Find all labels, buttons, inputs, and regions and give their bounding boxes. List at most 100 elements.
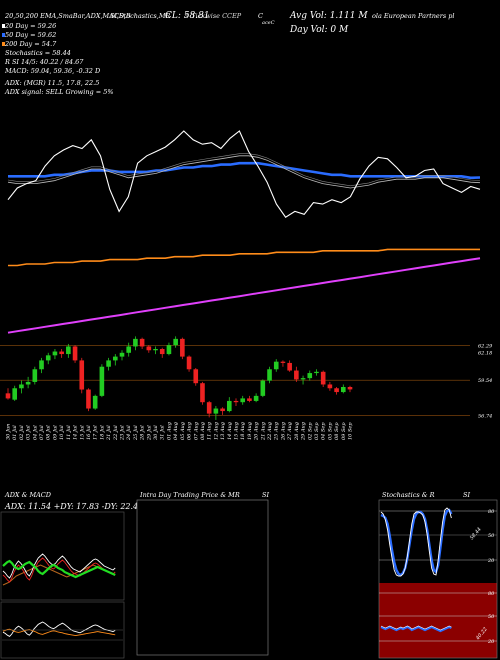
indicator-list-2: SI,Stochastics,MR — [110, 12, 171, 20]
x-tick-label: 25 Aug — [274, 422, 280, 441]
x-tick-label: 21 Aug — [260, 422, 266, 441]
candle-body — [300, 378, 306, 380]
rsi-level-label: 20 — [487, 639, 495, 645]
legend-ema200-swatch — [2, 42, 5, 46]
candle-body — [314, 371, 319, 374]
stoch-panel-border — [378, 499, 498, 659]
x-tick-label: 22 Aug — [267, 422, 273, 441]
x-tick-label: 13 Aug — [220, 422, 226, 440]
x-tick-label: 20 Aug — [254, 422, 260, 441]
stoch-level-label: 50 — [488, 533, 495, 539]
candle-body — [139, 338, 145, 347]
candle-body — [213, 408, 219, 414]
x-tick-label: 29 Aug — [301, 422, 307, 441]
ema200-line — [8, 248, 480, 267]
candle-body — [247, 398, 252, 401]
x-tick-label: 03 Jul — [26, 425, 32, 440]
x-tick-label: 24 Jul — [126, 425, 132, 441]
candle-body — [340, 387, 346, 393]
x-tick-label: 02 Sep — [307, 422, 313, 440]
candle-body — [307, 373, 313, 379]
candle-body — [99, 366, 105, 396]
stoch-d-line — [380, 508, 453, 577]
x-tick-label: 07 Jul — [39, 425, 45, 440]
candle-body — [273, 361, 279, 370]
candle-body — [334, 388, 339, 393]
price-label: 56.74 — [478, 414, 492, 420]
x-tick-label: 11 Jul — [66, 425, 72, 440]
candle-body — [233, 400, 239, 403]
x-tick-label: 01 Aug — [166, 422, 172, 440]
candle-body — [166, 345, 172, 355]
adx-stat: ADX: (MGR) 11.5, 17.8, 22.5 — [5, 79, 100, 87]
x-tick-label: 09 Jul — [52, 425, 58, 440]
x-tick-label: 21 Jul — [106, 425, 112, 441]
candle-body — [86, 389, 91, 409]
candle-body — [200, 383, 205, 403]
intraday-panel-si: SI — [262, 491, 270, 499]
x-tick-label: 17 Jul — [93, 425, 99, 440]
ema50-line — [8, 161, 481, 180]
x-tick-label: 01 Jul — [12, 425, 18, 440]
legend-ema20-swatch — [2, 24, 5, 28]
x-tick-label: 18 Jul — [99, 425, 105, 440]
candle-body — [39, 360, 44, 370]
stoch-panel-title: Stochastics & R — [382, 491, 435, 499]
candle-body — [59, 351, 64, 355]
x-tick-label: 10 Jul — [59, 425, 65, 440]
sma-long-line — [7, 257, 481, 334]
candle-body — [106, 360, 111, 367]
macd-line — [2, 621, 116, 637]
candle-body — [287, 362, 292, 371]
avg-volume: Avg Vol: 1.111 M — [290, 11, 368, 21]
rsi-stat: R SI 14/5: 40.22 / 84.67 — [5, 58, 84, 66]
x-tick-label: 27 Aug — [287, 422, 293, 441]
x-tick-label: 14 Aug — [227, 422, 233, 440]
rsi-line — [380, 625, 452, 633]
stochastics-stat: Stochastics = 58.44 — [5, 49, 71, 57]
adx-panel-title: ADX & MACD — [5, 491, 51, 499]
intraday-panel — [136, 499, 269, 656]
x-tick-label: 19 Aug — [247, 422, 253, 440]
x-tick-label: 08 Sep — [334, 422, 340, 440]
stoch-level-label: 80 — [488, 509, 495, 515]
candle-body — [153, 349, 158, 351]
candle-body — [240, 398, 246, 403]
candle-body — [79, 360, 85, 390]
x-tick-label: 28 Jul — [140, 425, 146, 441]
x-tick-label: 30 Jul — [153, 425, 159, 440]
ticker-sub: aceC — [262, 20, 275, 26]
candle-body — [72, 346, 78, 361]
candle-body — [280, 361, 286, 363]
legend-ema50: 50 Day = 59.62 — [5, 31, 57, 39]
price-label: 62.18 — [478, 351, 492, 357]
candle-body — [320, 371, 326, 385]
x-tick-label: 08 Aug — [200, 422, 206, 440]
ticker-label: 9 Tickwise CCEP — [185, 12, 242, 20]
stoch-k-line — [380, 507, 452, 577]
candle-body — [66, 346, 71, 355]
x-tick-label: 05 Aug — [180, 422, 186, 440]
x-tick-label: 04 Aug — [173, 422, 179, 440]
price-label: 59.54 — [478, 378, 492, 384]
x-tick-label: 30 Jun — [6, 424, 12, 440]
x-tick-label: 03 Sep — [314, 422, 320, 440]
x-tick-label: 14 Jul — [73, 425, 79, 440]
candle-body — [186, 356, 192, 370]
candle-body — [12, 388, 18, 400]
candle-body — [133, 338, 138, 347]
adx-minus-di — [2, 557, 116, 583]
x-tick-label: 04 Jul — [32, 425, 38, 440]
candle-body — [253, 395, 259, 401]
intraday-panel-title: Intra Day Trading Price & MR — [140, 491, 240, 499]
x-tick-label: 04 Sep — [321, 422, 327, 440]
adx-signal: ADX signal: SELL Growing = 5% — [5, 88, 114, 96]
candle-body — [220, 408, 225, 412]
x-tick-label: 11 Aug — [207, 422, 213, 440]
candle-body — [347, 387, 353, 390]
legend-ema20: 20 Day = 59.26 — [5, 22, 57, 30]
candle-body — [92, 395, 98, 409]
candle-body — [19, 384, 24, 389]
